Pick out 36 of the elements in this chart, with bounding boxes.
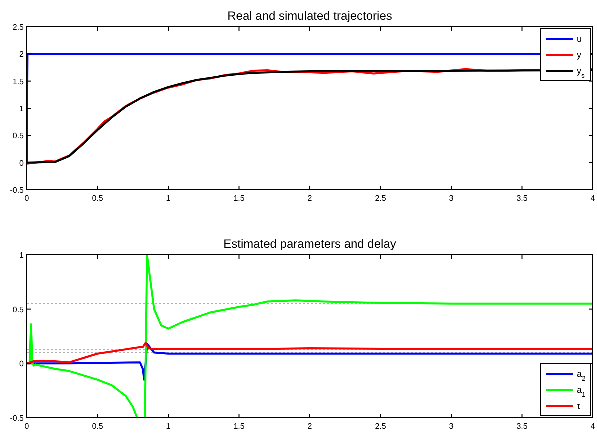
x-tick-label: 0.5 [92,194,104,203]
y-tick-label: 0.5 [12,305,25,314]
y-tick-label: -0.5 [10,186,25,195]
y-tick-label: 1 [20,104,25,114]
legend-label: u [577,34,582,44]
legend-label: y$_{s}$ [577,66,586,80]
x-tick-label: 2 [308,194,313,203]
legend-label: τ [577,401,581,411]
legend-label: a$_{1}$ [577,385,586,398]
chart-title: Estimated parameters and delay [224,237,396,251]
y-tick-label: 2 [20,50,25,60]
x-tick-label: 1.5 [234,194,246,203]
x-tick-label: 2.5 [375,194,387,203]
y-tick-label: 1.5 [12,77,25,86]
x-tick-label: 1.5 [234,422,246,431]
y-tick-label: 0 [20,158,25,168]
y-tick-label: -0.5 [10,414,25,423]
x-tick-label: 2.5 [375,422,387,431]
x-tick-label: 3.5 [516,194,528,203]
x-tick-label: 3.5 [516,422,528,431]
line-series [27,342,593,365]
x-tick-label: 1 [166,422,172,431]
y-tick-label: 0.5 [12,132,25,141]
x-tick-label: 4 [590,194,596,203]
chart-title: Real and simulated trajectories [228,9,392,23]
legend-label: y [577,50,582,60]
x-tick-label: 1 [166,194,172,203]
x-tick-label: 4 [590,422,596,431]
y-tick-label: 2.5 [12,23,25,32]
x-tick-label: 2 [308,422,313,431]
x-tick-label: 3 [449,422,454,431]
y-tick-label: 0 [20,360,25,369]
legend-label: a$_{2}$ [577,369,586,382]
x-tick-label: 3 [449,194,454,203]
x-tick-label: 0.5 [92,422,104,431]
y-tick-label: 1 [20,251,25,260]
